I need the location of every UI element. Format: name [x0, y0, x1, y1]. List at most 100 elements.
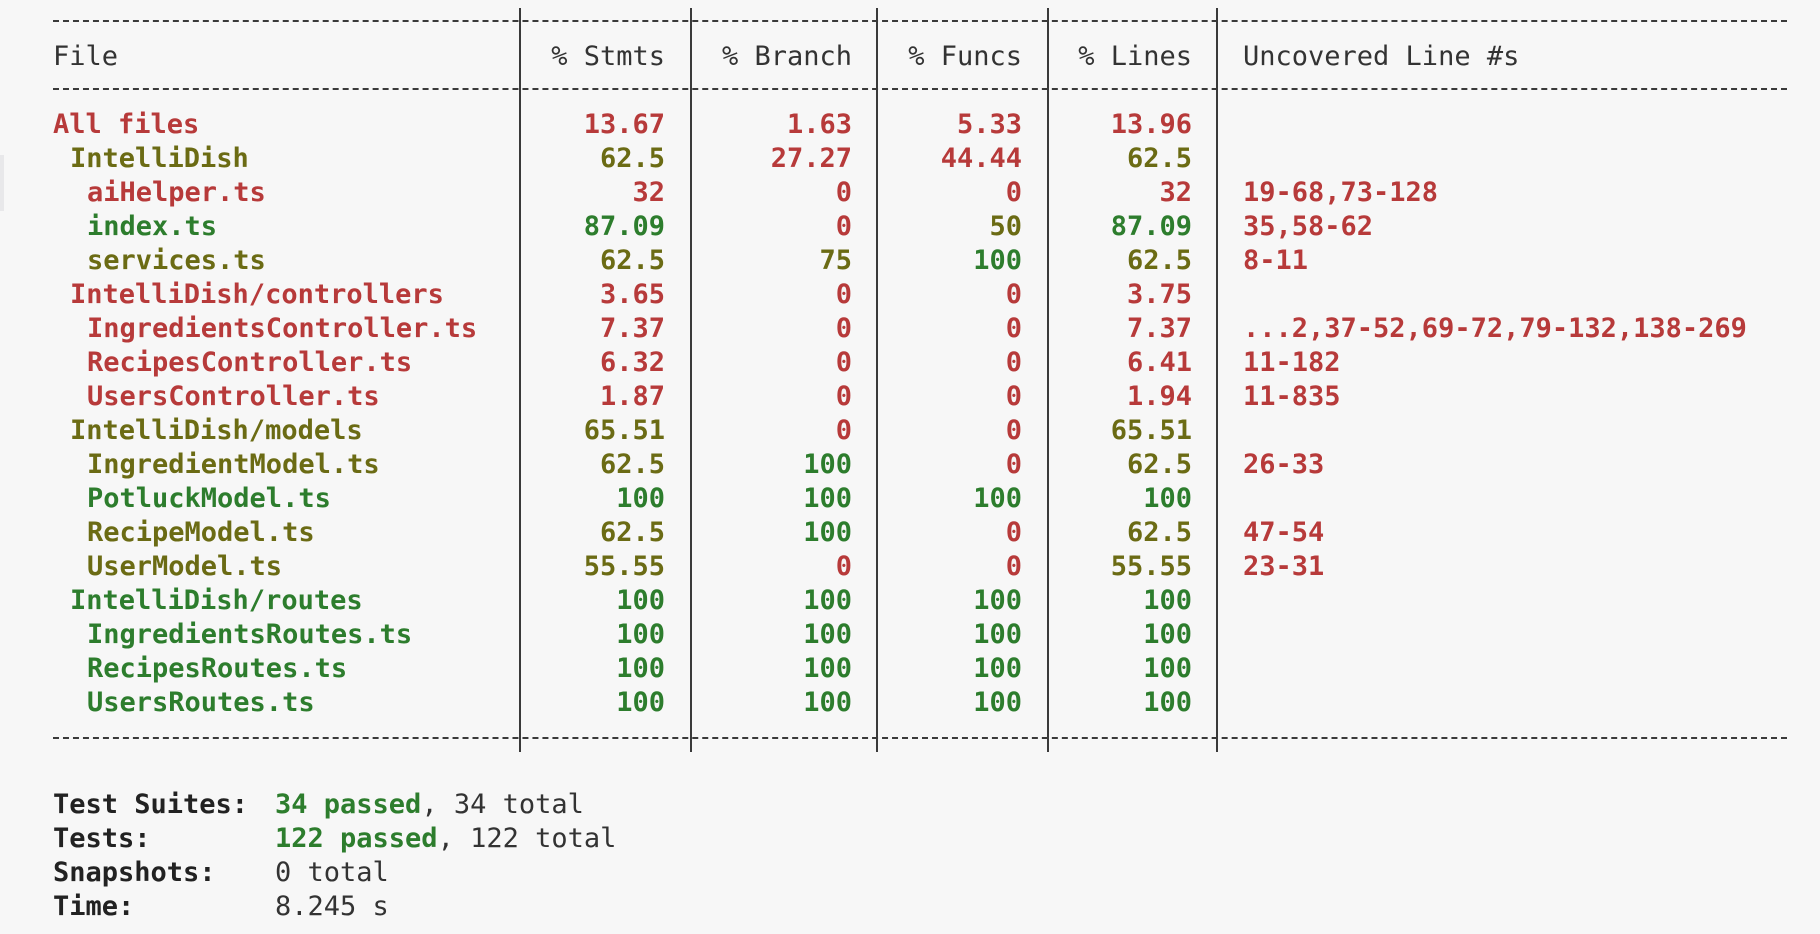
file-name: PotluckModel.ts [87, 483, 331, 514]
table-top-divider [53, 20, 1787, 22]
branch-value: 0 [835, 211, 852, 242]
stmts-value: 65.51 [583, 415, 665, 446]
table-bottom-divider [53, 737, 1787, 739]
window-edge-accent [0, 155, 4, 211]
table-row: PotluckModel.ts 100 100 100 100 [0, 482, 1820, 516]
file-name: RecipesRoutes.ts [87, 653, 348, 684]
stmts-value: 32 [632, 177, 665, 208]
header-stmts: % Stmts [551, 41, 665, 72]
funcs-value: 50 [989, 211, 1022, 242]
branch-value: 100 [803, 449, 852, 480]
branch-value: 100 [803, 687, 852, 718]
column-divider [1047, 8, 1049, 752]
lines-value: 32 [1159, 177, 1192, 208]
summary-snapshots: Snapshots: 0 total [53, 856, 389, 890]
stmts-value: 62.5 [599, 245, 665, 276]
table-row: IntelliDish/controllers 3.65 0 0 3.75 [0, 278, 1820, 312]
stmts-value: 100 [616, 585, 665, 616]
table-row: IngredientModel.ts 62.5 100 0 62.5 26-33 [0, 448, 1820, 482]
stmts-value: 7.37 [599, 313, 665, 344]
lines-value: 62.5 [1126, 143, 1192, 174]
stmts-value: 100 [616, 653, 665, 684]
lines-value: 100 [1143, 687, 1192, 718]
uncovered-lines: 35,58-62 [1243, 211, 1374, 242]
branch-value: 1.63 [786, 109, 852, 140]
table-row: aiHelper.ts 32 0 0 32 19-68,73-128 [0, 176, 1820, 210]
table-header-divider [53, 88, 1787, 90]
header-lines: % Lines [1078, 41, 1192, 72]
branch-value: 100 [803, 653, 852, 684]
file-name: IntelliDish/routes [70, 585, 363, 616]
uncovered-lines: 19-68,73-128 [1243, 177, 1439, 208]
summary-tests: Tests: 122 passed, 122 total [53, 822, 616, 856]
file-name: UserModel.ts [87, 551, 283, 582]
uncovered-lines: 11-835 [1243, 381, 1341, 412]
stmts-value: 6.32 [599, 347, 665, 378]
lines-value: 62.5 [1126, 245, 1192, 276]
uncovered-lines: 23-31 [1243, 551, 1325, 582]
branch-value: 0 [835, 347, 852, 378]
branch-value: 0 [835, 313, 852, 344]
table-row: IngredientsRoutes.ts 100 100 100 100 [0, 618, 1820, 652]
table-row: IntelliDish/routes 100 100 100 100 [0, 584, 1820, 618]
file-name: aiHelper.ts [87, 177, 266, 208]
header-file: File [53, 41, 119, 72]
column-divider [519, 8, 521, 752]
file-name: IngredientsController.ts [87, 313, 478, 344]
funcs-value: 100 [973, 619, 1022, 650]
uncovered-lines: 11-182 [1243, 347, 1341, 378]
table-row: RecipeModel.ts 62.5 100 0 62.5 47-54 [0, 516, 1820, 550]
file-name: UsersController.ts [87, 381, 380, 412]
funcs-value: 44.44 [940, 143, 1022, 174]
lines-value: 7.37 [1126, 313, 1192, 344]
column-divider [690, 8, 692, 752]
column-divider [1216, 8, 1218, 752]
file-name: IngredientModel.ts [87, 449, 380, 480]
summary-time-label: Time: [53, 891, 135, 922]
uncovered-lines: ...2,37-52,69-72,79-132,138-269 [1243, 313, 1747, 344]
stmts-value: 62.5 [599, 449, 665, 480]
table-row: UsersController.ts 1.87 0 0 1.94 11-835 [0, 380, 1820, 414]
summary-tests-total: , 122 total [437, 823, 617, 854]
stmts-value: 55.55 [583, 551, 665, 582]
summary-snapshots-value: 0 total [275, 857, 389, 888]
funcs-value: 0 [1005, 313, 1022, 344]
table-row: index.ts 87.09 0 50 87.09 35,58-62 [0, 210, 1820, 244]
branch-value: 0 [835, 279, 852, 310]
funcs-value: 100 [973, 483, 1022, 514]
funcs-value: 0 [1005, 279, 1022, 310]
file-name: UsersRoutes.ts [87, 687, 315, 718]
funcs-value: 0 [1005, 517, 1022, 548]
funcs-value: 100 [973, 653, 1022, 684]
lines-value: 100 [1143, 585, 1192, 616]
header-branch: % Branch [721, 41, 852, 72]
funcs-value: 100 [973, 585, 1022, 616]
funcs-value: 0 [1005, 177, 1022, 208]
lines-value: 55.55 [1110, 551, 1192, 582]
branch-value: 100 [803, 619, 852, 650]
branch-value: 100 [803, 483, 852, 514]
file-name: IntelliDish/controllers [70, 279, 444, 310]
header-uncovered: Uncovered Line #s [1243, 41, 1520, 72]
uncovered-lines: 26-33 [1243, 449, 1325, 480]
summary-time-value: 8.245 s [275, 891, 389, 922]
stmts-value: 100 [616, 687, 665, 718]
lines-value: 62.5 [1126, 517, 1192, 548]
stmts-value: 13.67 [583, 109, 665, 140]
table-row: IntelliDish/models 65.51 0 0 65.51 [0, 414, 1820, 448]
file-name: services.ts [87, 245, 266, 276]
stmts-value: 100 [616, 483, 665, 514]
funcs-value: 0 [1005, 449, 1022, 480]
summary-tests-label: Tests: [53, 823, 151, 854]
summary-suites: Test Suites: 34 passed, 34 total [53, 788, 584, 822]
file-name: index.ts [87, 211, 218, 242]
funcs-value: 100 [973, 245, 1022, 276]
table-row: UserModel.ts 55.55 0 0 55.55 23-31 [0, 550, 1820, 584]
funcs-value: 5.33 [956, 109, 1022, 140]
summary-snapshots-label: Snapshots: [53, 857, 216, 888]
lines-value: 100 [1143, 483, 1192, 514]
file-name: IntelliDish [70, 143, 249, 174]
file-name: All files [53, 109, 200, 140]
file-name: IntelliDish/models [70, 415, 363, 446]
